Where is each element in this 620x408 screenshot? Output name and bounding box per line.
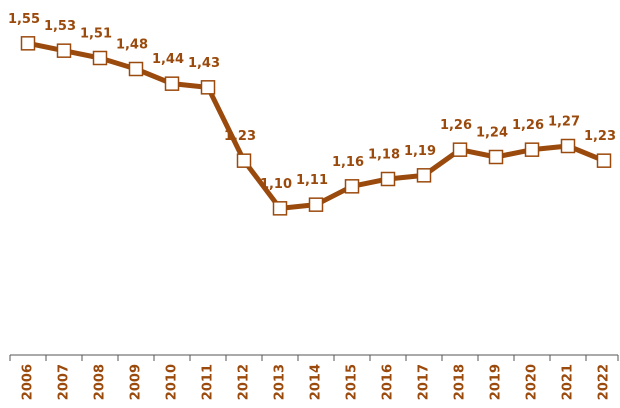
value-label: 1,19 <box>404 144 436 159</box>
x-tick-label: 2019 <box>489 364 504 400</box>
marker <box>308 197 324 212</box>
marker <box>416 168 432 183</box>
marker <box>20 36 36 51</box>
marker <box>164 76 180 91</box>
x-tick-label: 2008 <box>93 364 108 400</box>
marker <box>524 142 540 157</box>
marker <box>56 43 72 58</box>
value-label: 1,16 <box>332 155 364 170</box>
x-tick-label: 2020 <box>525 364 540 400</box>
x-tick-label: 2012 <box>237 364 252 400</box>
marker <box>128 61 144 77</box>
marker <box>92 50 108 66</box>
x-tick-label: 2016 <box>381 364 396 400</box>
marker <box>200 80 216 95</box>
value-label: 1,53 <box>44 19 76 34</box>
x-tick-label: 2022 <box>597 364 612 400</box>
x-tick-label: 2015 <box>345 364 360 400</box>
x-tick-label: 2006 <box>21 364 36 400</box>
value-label: 1,18 <box>368 148 400 163</box>
x-tick-label: 2018 <box>453 364 468 400</box>
value-label: 1,51 <box>80 27 112 42</box>
marker <box>596 153 612 168</box>
x-tick-label: 2013 <box>273 364 288 400</box>
marker <box>380 171 396 187</box>
marker <box>560 138 576 154</box>
x-tick-label: 2021 <box>561 364 576 400</box>
marker <box>272 201 288 216</box>
value-label: 1,23 <box>584 129 616 144</box>
marker <box>344 179 360 194</box>
value-label: 1,43 <box>188 56 220 71</box>
marker <box>236 153 252 168</box>
value-label: 1,44 <box>152 52 184 67</box>
value-label: 1,26 <box>440 118 472 133</box>
value-label: 1,26 <box>512 118 544 133</box>
x-tick-label: 2014 <box>309 364 324 400</box>
x-tick-label: 2011 <box>201 364 216 400</box>
value-label: 1,27 <box>548 115 580 130</box>
marker <box>488 149 504 165</box>
value-label: 1,11 <box>296 173 328 188</box>
x-tick-label: 2007 <box>57 364 72 400</box>
x-tick-label: 2017 <box>417 364 432 400</box>
value-label: 1,10 <box>260 177 292 192</box>
x-tick-label: 2009 <box>129 364 144 400</box>
value-label: 1,24 <box>476 126 508 141</box>
marker <box>452 142 468 157</box>
value-label: 1,55 <box>8 12 40 27</box>
value-label: 1,23 <box>224 129 256 144</box>
value-label: 1,48 <box>116 38 148 53</box>
x-tick-label: 2010 <box>165 364 180 400</box>
